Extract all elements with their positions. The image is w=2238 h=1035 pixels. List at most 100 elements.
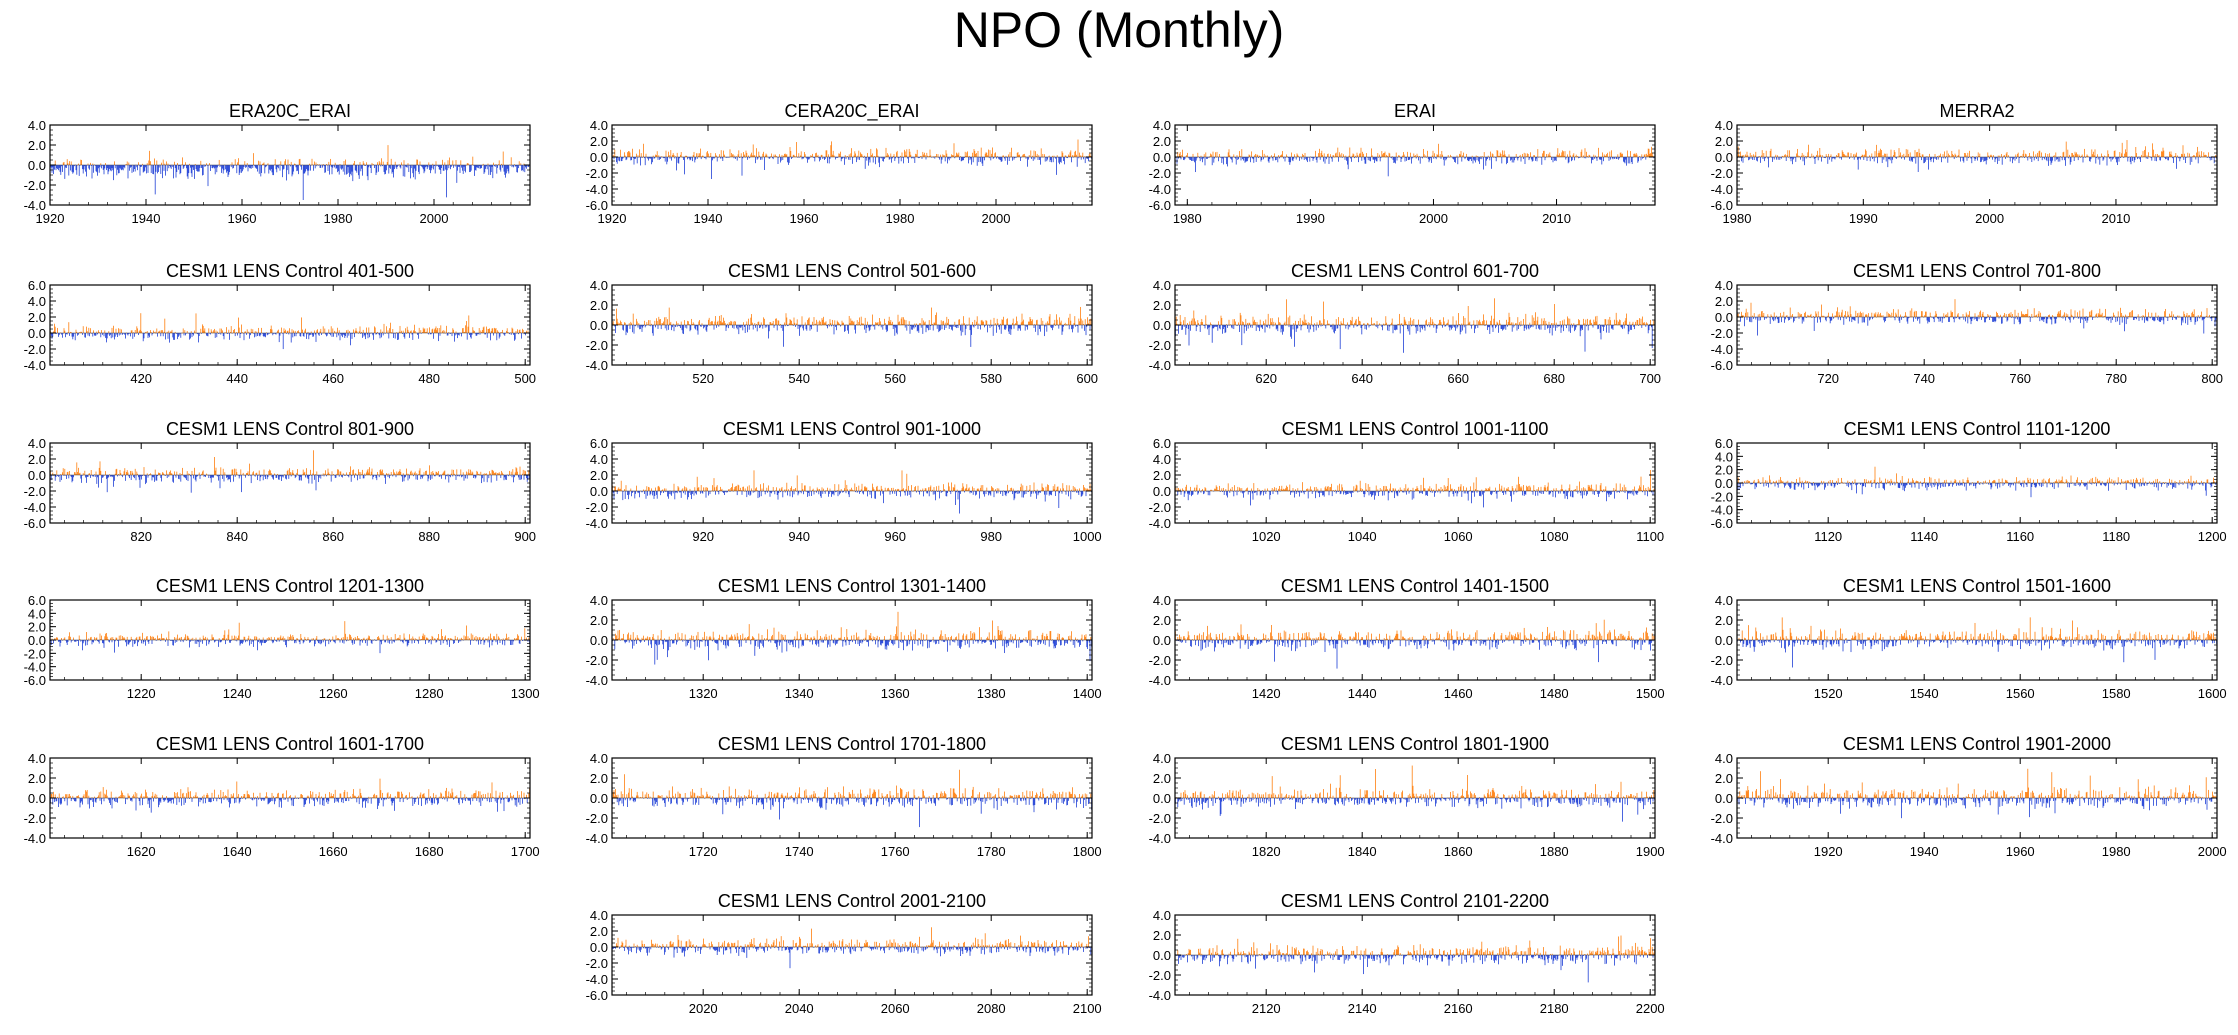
bar — [1639, 318, 1640, 325]
bar — [1511, 325, 1513, 332]
bar — [177, 333, 178, 340]
bar — [911, 325, 912, 330]
bar — [1384, 323, 1386, 325]
bar — [1638, 325, 1639, 326]
bar — [1795, 317, 1797, 319]
bar — [916, 323, 917, 325]
bar — [118, 333, 120, 336]
bar — [1825, 154, 1827, 157]
bar — [1636, 319, 1638, 325]
bar — [783, 325, 784, 347]
bar — [948, 319, 949, 325]
bar — [877, 155, 879, 157]
bar — [1411, 157, 1412, 164]
bar — [1575, 325, 1576, 330]
bar — [1853, 154, 1854, 157]
bar — [1560, 155, 1562, 157]
bar — [1355, 157, 1357, 158]
bar — [148, 333, 150, 336]
bar — [1606, 154, 1607, 157]
bar — [1350, 320, 1351, 325]
bar — [2191, 157, 2193, 162]
bar — [128, 333, 130, 334]
bar — [744, 154, 745, 157]
bar — [711, 157, 712, 179]
bar — [1004, 157, 1006, 161]
bar — [425, 332, 426, 333]
bar — [1439, 320, 1440, 325]
bar — [442, 331, 443, 333]
bar — [1357, 155, 1359, 157]
bar — [919, 157, 920, 158]
bar — [444, 330, 446, 333]
bar — [350, 165, 351, 174]
bar — [682, 325, 684, 334]
bar — [689, 325, 691, 332]
bar — [924, 155, 926, 157]
bar — [1924, 157, 1925, 163]
bar — [73, 165, 74, 173]
bar — [1078, 157, 1080, 159]
bar — [1762, 315, 1764, 317]
bar — [117, 165, 118, 170]
bar — [157, 165, 158, 174]
bar — [1977, 152, 1979, 157]
bar — [1067, 157, 1068, 159]
bar — [304, 165, 306, 174]
bar — [1360, 147, 1362, 157]
bar — [85, 165, 86, 172]
bar — [446, 165, 447, 198]
bar — [231, 162, 233, 165]
bar — [852, 320, 853, 325]
bar — [1179, 152, 1181, 157]
bar — [1275, 157, 1277, 161]
bar — [1536, 157, 1538, 162]
bar — [170, 165, 171, 168]
bar — [1321, 322, 1323, 325]
bar — [243, 333, 245, 341]
bar — [1274, 153, 1275, 157]
bar — [1178, 157, 1179, 159]
bar — [380, 329, 382, 333]
bar — [1500, 153, 1502, 157]
bar — [1446, 157, 1447, 160]
bar — [1558, 325, 1559, 327]
bar — [462, 165, 464, 174]
bar — [346, 333, 348, 338]
bar — [1931, 157, 1933, 159]
bar — [635, 325, 636, 327]
bar — [727, 323, 728, 325]
bar — [1615, 312, 1617, 325]
bar — [489, 165, 490, 167]
bar — [1819, 148, 1821, 157]
bar — [1801, 317, 1803, 324]
bar — [1335, 152, 1337, 157]
bar — [386, 162, 388, 165]
bar — [864, 155, 865, 157]
bar — [1896, 157, 1897, 159]
bar — [342, 165, 344, 172]
bar — [2101, 156, 2103, 157]
bar — [2133, 157, 2135, 163]
bar — [465, 165, 466, 173]
bar — [281, 327, 282, 333]
bar — [448, 332, 450, 333]
bar — [469, 333, 470, 335]
bar — [474, 165, 476, 170]
bar — [751, 314, 752, 325]
bar — [838, 153, 840, 157]
bar — [1556, 154, 1558, 157]
bar — [1627, 325, 1628, 326]
bar — [1287, 317, 1289, 325]
bar — [330, 158, 331, 165]
bar — [1860, 157, 1861, 160]
bar — [289, 164, 290, 165]
bar — [659, 319, 660, 325]
bar — [1383, 153, 1384, 157]
bar — [1287, 157, 1289, 158]
bar — [1933, 157, 1934, 163]
bar — [115, 328, 117, 333]
bar — [1488, 325, 1490, 328]
bar — [2033, 151, 2034, 157]
bar — [777, 320, 779, 325]
